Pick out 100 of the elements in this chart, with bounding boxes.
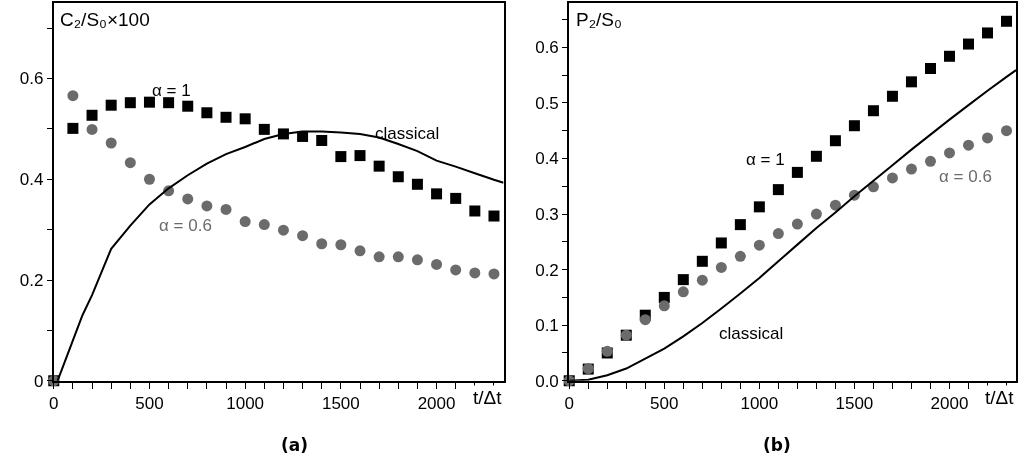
point — [886, 172, 898, 184]
y-tick-label: 0.4 — [535, 149, 559, 169]
point — [163, 97, 175, 109]
x-tick-label: 1500 — [321, 394, 360, 414]
x-axis-title: t/Δt — [985, 387, 1015, 408]
point — [411, 254, 423, 266]
x-tick-label: 1000 — [226, 394, 265, 414]
point — [1001, 15, 1013, 27]
point — [67, 90, 79, 102]
point — [182, 100, 194, 112]
point — [829, 199, 841, 211]
series-label: α = 0.6 — [939, 167, 992, 186]
point — [963, 139, 974, 151]
point — [220, 203, 232, 215]
point — [924, 155, 936, 167]
point — [658, 300, 670, 312]
point — [335, 239, 347, 251]
point — [220, 111, 232, 123]
point — [258, 219, 270, 231]
point — [924, 63, 936, 74]
point — [124, 157, 136, 169]
point — [86, 123, 98, 135]
point — [867, 105, 879, 117]
series-label: classical — [375, 124, 440, 143]
x-tick-label: 1000 — [740, 394, 779, 414]
text: (a) — [281, 435, 309, 455]
point — [963, 38, 974, 50]
point — [469, 267, 481, 279]
point — [469, 205, 481, 217]
point — [392, 251, 404, 263]
x-tick-label: 1500 — [835, 394, 874, 414]
point — [239, 216, 251, 228]
point — [772, 228, 784, 240]
y-tick-label: 0 — [33, 371, 44, 391]
point — [639, 314, 651, 326]
point — [753, 239, 765, 251]
point — [239, 113, 251, 125]
y-axis-title: P₂/S₀ — [576, 9, 622, 30]
point — [810, 208, 822, 220]
point — [715, 261, 727, 273]
y-tick-label: 0.2 — [535, 260, 559, 280]
point — [450, 192, 462, 204]
y-tick-label: 0.3 — [535, 205, 559, 225]
point — [411, 178, 423, 190]
text: (b) — [763, 435, 791, 455]
point — [943, 147, 955, 159]
point — [791, 218, 803, 230]
point — [943, 50, 955, 62]
point — [277, 224, 289, 236]
series-label: α = 0.6 — [159, 216, 212, 235]
point — [201, 107, 213, 119]
point — [677, 286, 689, 298]
x-tick-label: 0 — [49, 394, 59, 414]
point — [905, 76, 917, 88]
x-tick-label: 0 — [564, 394, 574, 414]
point — [431, 188, 443, 200]
series-label: classical — [719, 324, 784, 343]
x-axis-title: t/Δt — [473, 387, 503, 408]
series-label: α = 1 — [152, 81, 191, 100]
point — [696, 274, 708, 286]
point — [373, 160, 385, 172]
point — [105, 137, 117, 149]
point — [450, 264, 462, 276]
point — [105, 99, 117, 111]
point — [354, 245, 366, 257]
point — [201, 200, 213, 212]
y-axis-title: C₂/S₀×100 — [60, 9, 150, 30]
point — [297, 230, 309, 242]
point — [810, 150, 822, 162]
point — [715, 237, 727, 249]
point — [696, 255, 708, 267]
series-label: α = 1 — [746, 150, 785, 169]
point — [753, 201, 765, 213]
point — [734, 250, 746, 262]
point — [182, 193, 194, 205]
point — [829, 135, 841, 147]
point — [772, 184, 784, 196]
point — [734, 219, 746, 231]
point — [392, 171, 404, 183]
x-tick-label: 500 — [650, 394, 679, 414]
point — [905, 163, 917, 175]
point — [886, 90, 898, 102]
point — [124, 97, 136, 109]
point — [791, 166, 803, 178]
point — [143, 173, 155, 185]
point — [1001, 125, 1013, 137]
x-tick-label: 2000 — [417, 394, 456, 414]
point — [67, 122, 79, 134]
point — [373, 251, 385, 263]
point — [982, 27, 994, 39]
y-tick-label: 0.4 — [19, 170, 44, 190]
point — [848, 120, 860, 132]
point — [316, 238, 328, 250]
y-tick-label: 0.1 — [535, 316, 559, 336]
x-tick-label: 500 — [135, 394, 164, 414]
point — [354, 150, 366, 162]
x-tick-label: 2000 — [930, 394, 969, 414]
y-tick-label: 0.0 — [535, 371, 559, 391]
y-tick-label: 0.6 — [535, 38, 559, 58]
point — [488, 210, 500, 222]
